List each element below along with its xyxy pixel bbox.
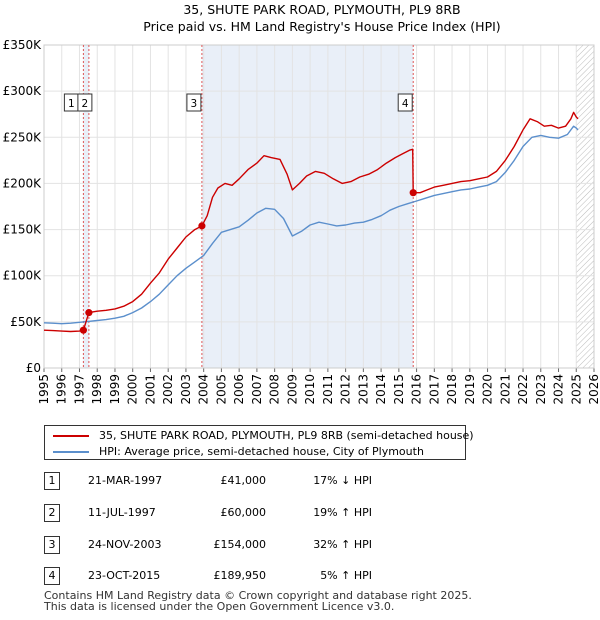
x-tick-label: 2005: [214, 374, 228, 405]
x-tick-label: 1996: [55, 374, 69, 405]
sale-point: [198, 222, 206, 230]
sale-point: [85, 309, 93, 317]
sale-label-box: [186, 93, 202, 112]
sale-point: [409, 189, 417, 197]
y-tick-label: £200K: [3, 176, 43, 190]
legend-label-hpi: HPI: Average price, semi-detached house,…: [99, 445, 424, 458]
transaction-number: 1: [44, 472, 60, 490]
transaction-price: £154,000: [213, 538, 267, 551]
sale-label-box: [397, 93, 413, 112]
x-tick-label: 2008: [268, 374, 282, 405]
x-tick-label: 2001: [143, 374, 157, 405]
ownership-period-shading: [83, 45, 89, 368]
x-tick-label: 2014: [374, 374, 388, 405]
x-tick-label: 2000: [126, 374, 140, 405]
legend-swatch-hpi: [53, 451, 89, 453]
x-tick-label: 2011: [321, 374, 335, 405]
y-tick-label: £150K: [3, 223, 43, 237]
chart-title: 35, SHUTE PARK ROAD, PLYMOUTH, PL9 8RB: [183, 2, 460, 17]
x-tick-label: 1997: [72, 374, 86, 405]
transaction-hpi: 19% ↑ HPI: [313, 506, 372, 519]
y-tick-label: £50K: [10, 315, 42, 329]
legend-item-hpi: HPI: Average price, semi-detached house,…: [53, 444, 424, 460]
x-tick-label: 2017: [427, 374, 441, 405]
y-tick-label: £100K: [3, 269, 43, 283]
transaction-date: 23-OCT-2015: [88, 569, 161, 582]
x-tick-label: 2007: [250, 374, 264, 405]
x-tick-label: 2023: [534, 374, 548, 405]
transaction-price: £189,950: [213, 569, 267, 582]
x-tick-label: 2009: [285, 374, 299, 405]
transaction-date: 11-JUL-1997: [88, 506, 156, 519]
x-tick-label: 2013: [356, 374, 370, 405]
x-tick-label: 1999: [108, 374, 122, 405]
sale-point: [79, 326, 87, 334]
footer-line-1: Contains HM Land Registry data © Crown c…: [44, 589, 472, 602]
footer-attribution: Contains HM Land Registry data © Crown c…: [44, 590, 472, 612]
x-tick-label: 2024: [552, 374, 566, 405]
legend-label-property: 35, SHUTE PARK ROAD, PLYMOUTH, PL9 8RB (…: [99, 429, 474, 442]
transaction-date: 24-NOV-2003: [88, 538, 162, 551]
table-row: 2 11-JUL-1997 £60,000 19% ↑ HPI: [44, 504, 444, 524]
table-row: 4 23-OCT-2015 £189,950 5% ↑ HPI: [44, 567, 444, 587]
legend-swatch-property: [53, 435, 89, 437]
plot-area: £0 £50K £100K £150K £200K £250K £300K £350K 1995…: [3, 38, 600, 405]
hpi-line: [43, 125, 579, 325]
transaction-hpi: 5% ↑ HPI: [320, 569, 372, 582]
chart-subtitle: Price paid vs. HM Land Registry's House …: [143, 19, 500, 34]
x-tick-label: 2002: [161, 374, 175, 405]
table-row: 3 24-NOV-2003 £154,000 32% ↑ HPI: [44, 536, 444, 556]
transaction-date: 21-MAR-1997: [88, 474, 163, 487]
x-tick-label: 2004: [197, 374, 211, 405]
ownership-period-shading: [201, 45, 414, 368]
x-tick-label: 2019: [463, 374, 477, 405]
x-tick-label: 2020: [481, 374, 495, 405]
plot-frame: [43, 44, 595, 369]
legend: 35, SHUTE PARK ROAD, PLYMOUTH, PL9 8RB (…: [44, 425, 474, 460]
y-tick-label: £250K: [3, 130, 43, 144]
y-tick-label: £0: [26, 361, 41, 375]
transaction-hpi: 32% ↑ HPI: [313, 538, 372, 551]
sale-label: 4: [402, 98, 409, 110]
x-tick-label: 2010: [303, 374, 317, 405]
transaction-number: 2: [44, 504, 60, 522]
transaction-price: £41,000: [220, 474, 267, 487]
table-row: 1 21-MAR-1997 £41,000 17% ↓ HPI: [44, 472, 444, 492]
x-tick-label: 2018: [445, 374, 459, 405]
x-tick-label: 2022: [516, 374, 530, 405]
x-tick-label: 2025: [569, 374, 583, 405]
transaction-price: £60,000: [220, 506, 267, 519]
x-tick-label: 2026: [587, 374, 600, 405]
sale-label: 3: [191, 98, 198, 110]
sale-label: 2: [82, 98, 89, 110]
price-chart: 35, SHUTE PARK ROAD, PLYMOUTH, PL9 8RB P…: [3, 2, 600, 405]
x-tick-label: 2003: [179, 374, 193, 405]
x-tick-label: 2015: [392, 374, 406, 405]
future-hatch: [576, 45, 594, 368]
x-tick-label: 2021: [498, 374, 512, 405]
transaction-number: 3: [44, 536, 60, 554]
y-tick-label: £300K: [3, 84, 43, 98]
transaction-hpi: 17% ↓ HPI: [313, 474, 372, 487]
sale-label: 1: [68, 98, 75, 110]
property-price-line: [43, 111, 579, 333]
x-tick-label: 1995: [37, 374, 51, 405]
y-tick-label: £350K: [3, 38, 43, 52]
x-tick-label: 2016: [410, 374, 424, 405]
legend-item-property: 35, SHUTE PARK ROAD, PLYMOUTH, PL9 8RB (…: [53, 428, 474, 444]
footer-line-2: This data is licensed under the Open Gov…: [44, 600, 395, 613]
x-tick-label: 2012: [339, 374, 353, 405]
x-tick-label: 1998: [90, 374, 104, 405]
x-tick-label: 2006: [232, 374, 246, 405]
transaction-number: 4: [44, 567, 60, 585]
sale-label-box: [77, 93, 93, 112]
